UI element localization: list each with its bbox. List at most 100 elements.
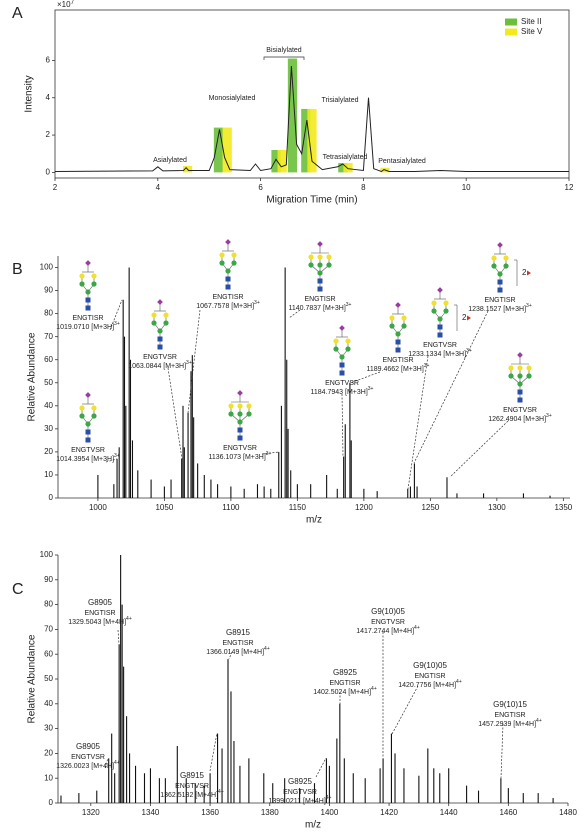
mz-label: 1189.4662 [M+3H]3+ xyxy=(367,363,430,373)
galactose xyxy=(333,338,339,344)
bar xyxy=(271,150,281,173)
mz-value: 1189.4662 [M+3H] xyxy=(367,366,424,373)
panel: 1320 1340 1360 1380 1400 1420 1440 1460 1480 0 10 2… xyxy=(12,550,577,831)
y-tick-label: 30 xyxy=(44,724,53,733)
glcnac xyxy=(85,437,91,443)
scale-exponent: 7 xyxy=(71,0,75,6)
sialic-acid xyxy=(517,352,523,358)
glcnac xyxy=(157,336,163,342)
galactose xyxy=(91,405,97,411)
mannose xyxy=(497,271,503,277)
mannose xyxy=(395,331,401,337)
peptide-label: ENGTISR xyxy=(212,294,243,301)
mannose xyxy=(85,289,91,295)
x-axis-title: m/z xyxy=(306,515,322,526)
glycoform-name: G9(10)05 xyxy=(371,607,405,616)
y-tick-label: 60 xyxy=(44,355,53,364)
leader-line xyxy=(167,367,183,460)
leader-line xyxy=(109,299,123,331)
mz-label: 1420.7756 [M+4H]4+ xyxy=(398,679,462,689)
y-axis-title: Relative Abundance xyxy=(27,634,38,723)
mannose xyxy=(508,373,514,379)
y-tick-label: 0 xyxy=(46,168,51,177)
mz-value: 1362.5182 [M+4H] xyxy=(160,792,218,799)
mannose xyxy=(339,354,345,360)
peptide-label: ENGTISR xyxy=(72,315,103,322)
leader-line xyxy=(104,757,109,769)
mannose xyxy=(91,413,97,419)
bar xyxy=(338,163,348,173)
glycoform-name: G8915 xyxy=(180,771,205,780)
peptide-label: ENGTISR xyxy=(414,673,445,680)
x-tick-label: 1250 xyxy=(421,503,439,512)
charge-state: 3+ xyxy=(368,386,374,392)
mz-label: 1019.0710 [M+3H]3+ xyxy=(56,321,120,331)
mz-label: 1362.5182 [M+4H]4+ xyxy=(160,789,224,799)
leader-line xyxy=(209,732,218,772)
x-tick-label: 1380 xyxy=(261,808,279,817)
x-tick-label: 1100 xyxy=(222,503,240,512)
peak-group-label: Pentasialylated xyxy=(378,158,426,165)
x-tick-label: 1440 xyxy=(440,808,458,817)
leader-line xyxy=(288,309,301,319)
panel-label: C xyxy=(12,581,24,598)
mannose xyxy=(151,320,157,326)
mz-value: 1417.2744 [M+4H] xyxy=(356,628,414,635)
charge-state: 3+ xyxy=(424,363,430,369)
y-tick-label: 20 xyxy=(44,749,53,758)
x-tick-label: 10 xyxy=(462,183,471,192)
charge-state: 4+ xyxy=(264,646,270,652)
glcnac xyxy=(517,389,523,395)
mz-label: 1262.4904 [M+3H]3+ xyxy=(488,413,552,423)
mz-value: 1140.7837 [M+3H] xyxy=(289,305,346,312)
charge-state: 3+ xyxy=(254,300,260,306)
sialic-acid xyxy=(497,242,503,248)
x-tick-label: 1340 xyxy=(142,808,160,817)
galactose xyxy=(79,273,85,279)
galactose xyxy=(326,254,332,260)
sialic-acid xyxy=(237,390,243,396)
peptide-label: ENGTVSR xyxy=(71,447,105,454)
leader-line xyxy=(349,371,381,384)
glcnac xyxy=(317,286,323,292)
y-tick-label: 40 xyxy=(44,401,53,410)
mannose xyxy=(517,381,523,387)
mannose xyxy=(326,262,332,268)
mannose xyxy=(237,411,243,417)
glycan-icon xyxy=(508,352,532,403)
charge-state: 3+ xyxy=(186,360,192,366)
leader-line xyxy=(391,685,419,735)
glcnac xyxy=(339,370,345,376)
glcnac xyxy=(225,276,231,282)
galactose xyxy=(526,365,532,371)
charge-state: 4+ xyxy=(126,616,132,622)
charge-state: 3+ xyxy=(114,453,120,459)
bar xyxy=(277,150,287,173)
x-tick-label: 12 xyxy=(565,183,574,192)
charge-state: 3+ xyxy=(114,321,120,327)
x-tick-label: 1150 xyxy=(289,503,307,512)
glycan-icon xyxy=(431,287,449,338)
y-tick-label: 6 xyxy=(46,56,51,65)
mz-value: 1399.0211 [M+4H] xyxy=(269,798,326,805)
x-tick-label: 8 xyxy=(361,183,366,192)
mz-label: 1329.5043 [M+4H]4+ xyxy=(68,616,132,626)
y-tick-label: 50 xyxy=(44,378,53,387)
mz-value: 1063.0844 [M+3H] xyxy=(128,363,186,370)
sialic-acid xyxy=(317,241,323,247)
glycoform-name: G9(10)05 xyxy=(413,661,447,670)
charge-state: 4+ xyxy=(371,686,377,692)
glcnac xyxy=(437,332,443,338)
mannose xyxy=(401,323,407,329)
x-tick-label: 1300 xyxy=(488,503,506,512)
y-axis-title: Intensity xyxy=(24,75,35,112)
plot-frame xyxy=(54,9,570,179)
peptide-label: ENGTISR xyxy=(484,297,515,304)
